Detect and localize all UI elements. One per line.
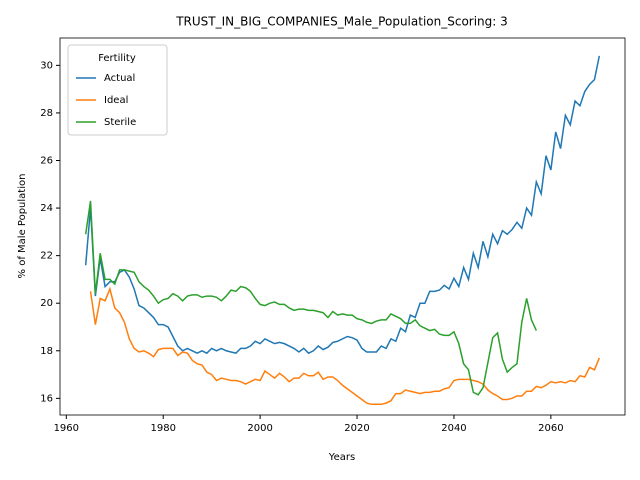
- y-tick-label: 26: [40, 155, 53, 166]
- legend-label: Ideal: [104, 95, 128, 106]
- y-tick-label: 30: [40, 60, 53, 71]
- chart-title: TRUST_IN_BIG_COMPANIES_Male_Population_S…: [175, 15, 508, 29]
- line-series: [89, 286, 601, 406]
- x-axis-label: Years: [328, 452, 355, 463]
- x-tick-label: 2040: [441, 423, 466, 434]
- x-tick-label: 1980: [150, 423, 175, 434]
- legend-title: Fertility: [98, 53, 136, 64]
- legend-box: [67, 44, 168, 136]
- y-tick-label: 22: [40, 251, 53, 262]
- legend-label: Actual: [104, 73, 135, 84]
- plot-frame: [59, 37, 626, 416]
- x-tick-label: 2000: [247, 423, 272, 434]
- x-tick-label: 1960: [54, 423, 79, 434]
- y-tick-label: 16: [40, 393, 53, 404]
- x-tick-label: 2060: [538, 423, 563, 434]
- y-tick-label: 20: [40, 298, 53, 309]
- y-tick-label: 28: [40, 108, 53, 119]
- y-axis-label: % of Male Population: [17, 174, 28, 279]
- legend-label: Sterile: [104, 117, 136, 128]
- line-series: [84, 55, 601, 355]
- x-tick-label: 2020: [344, 423, 369, 434]
- y-tick-label: 18: [40, 346, 53, 357]
- line-series: [84, 200, 538, 396]
- y-tick-label: 24: [40, 203, 53, 214]
